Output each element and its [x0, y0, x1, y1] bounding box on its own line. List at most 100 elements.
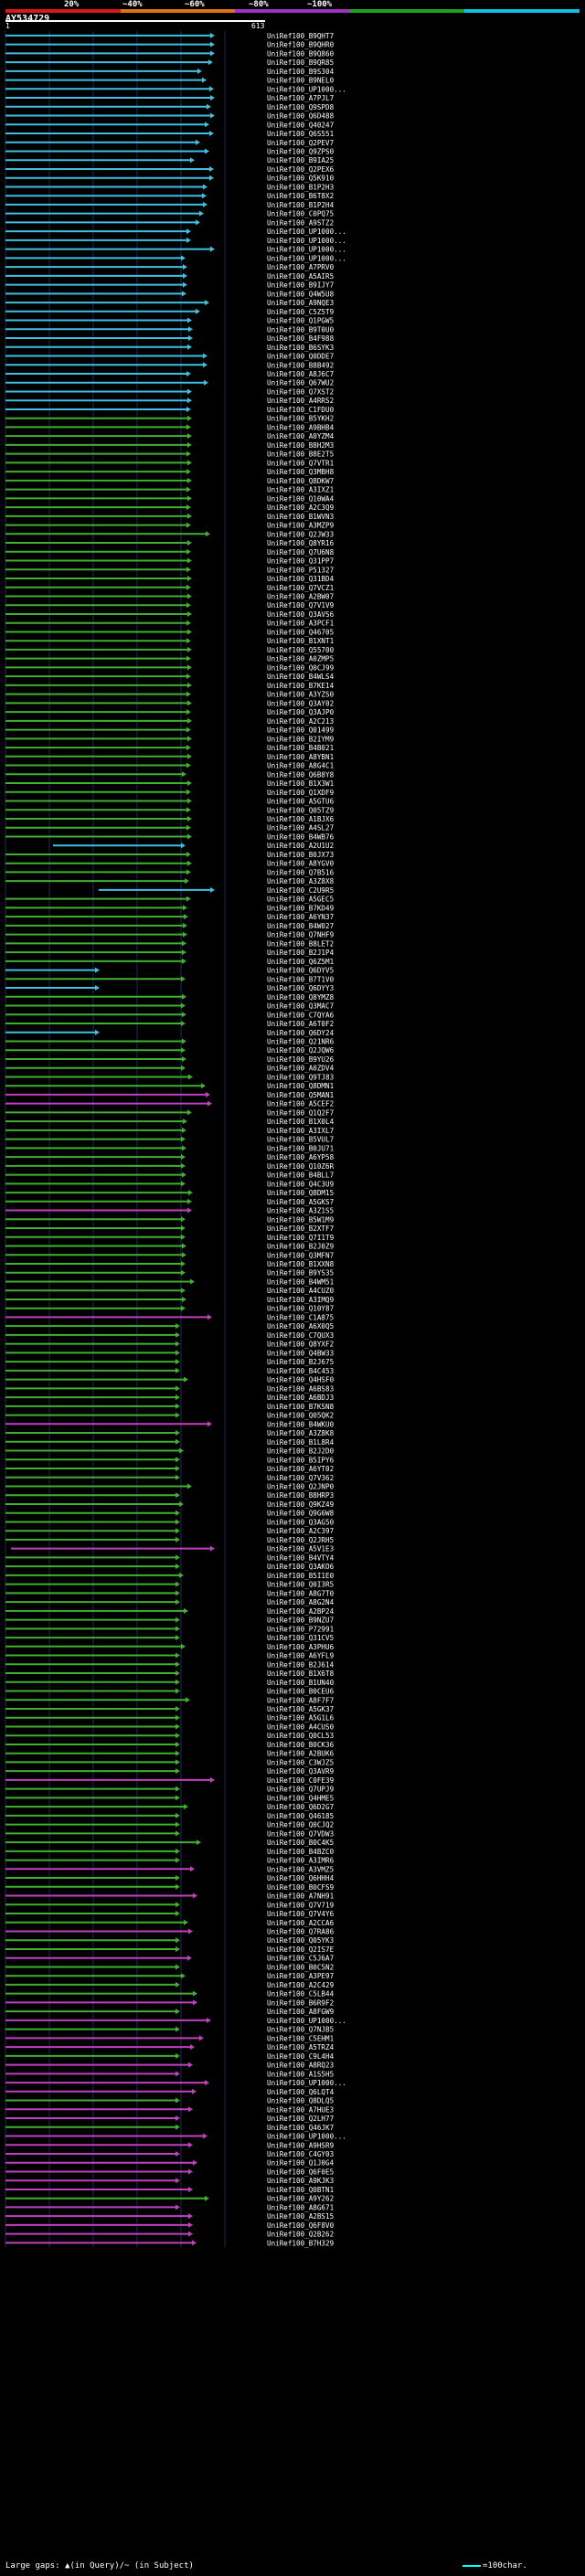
- hit-label[interactable]: UniRef100_B4WLS4: [267, 673, 335, 681]
- hit-label[interactable]: UniRef100_Q3MBH8: [267, 468, 335, 476]
- hit-label[interactable]: UniRef100_Q0CJQ2: [267, 1821, 334, 1829]
- hit-label[interactable]: UniRef100_Q7VCZ1: [267, 584, 335, 592]
- hit-label[interactable]: UniRef100_Q10Z6R: [267, 1162, 335, 1171]
- hit-label[interactable]: UniRef100_Q6D2G7: [267, 1803, 334, 1811]
- hit-label[interactable]: UniRef100_A5V1E3: [267, 1545, 334, 1553]
- hit-label[interactable]: UniRef100_B1L8R4: [267, 1438, 335, 1447]
- hit-label[interactable]: UniRef100_A4CUZ0: [267, 1287, 335, 1295]
- hit-label[interactable]: UniRef100_Q7V4Y6: [267, 1910, 335, 1918]
- hit-label[interactable]: UniRef100_B4BZC0: [267, 1848, 335, 1856]
- hit-label[interactable]: UniRef100_B2J1P4: [267, 949, 335, 957]
- hit-label[interactable]: UniRef100_Q7VDW3: [267, 1829, 334, 1838]
- hit-label[interactable]: UniRef100_Q7UPJ9: [267, 1786, 335, 1794]
- hit-label[interactable]: UniRef100_Q3AY02: [267, 699, 334, 707]
- hit-label[interactable]: UniRef100_Q8YMZ8: [267, 993, 335, 1002]
- hit-label[interactable]: UniRef100_A9BHB4: [267, 423, 335, 431]
- hit-label[interactable]: UniRef100_B0CEU6: [267, 1688, 335, 1696]
- hit-label[interactable]: UniRef100_Q2PEV7: [267, 139, 334, 147]
- hit-label[interactable]: UniRef100_Q6B8Y8: [267, 770, 335, 779]
- hit-label[interactable]: UniRef100_B7H329: [267, 2239, 335, 2247]
- hit-label[interactable]: UniRef100_Q0CL53: [267, 1732, 334, 1740]
- hit-label[interactable]: UniRef100_A8YGV0: [267, 860, 335, 868]
- hit-label[interactable]: UniRef100_Q7I1T9: [267, 1234, 335, 1242]
- hit-label[interactable]: UniRef100_Q7U6N8: [267, 548, 335, 557]
- hit-label[interactable]: UniRef100_Q4HME5: [267, 1794, 334, 1802]
- hit-label[interactable]: UniRef100_Q7VTR1: [267, 459, 335, 467]
- hit-label[interactable]: UniRef100_B2J675: [267, 1358, 334, 1366]
- hit-label[interactable]: UniRef100_B9NZU7: [267, 1617, 334, 1625]
- hit-label[interactable]: UniRef100_B9T0U0: [267, 325, 335, 334]
- hit-label[interactable]: UniRef100_Q3MAC7: [267, 1002, 334, 1011]
- hit-label[interactable]: UniRef100_Q05YK3: [267, 1936, 334, 1945]
- hit-label[interactable]: UniRef100_B5I1E0: [267, 1572, 335, 1580]
- hit-label[interactable]: UniRef100_A5GEC5: [267, 896, 334, 904]
- hit-label[interactable]: UniRef100_A6BS83: [267, 1384, 334, 1393]
- hit-label[interactable]: UniRef100_Q31CV5: [267, 1634, 334, 1642]
- hit-label[interactable]: UniRef100_A8J6C7: [267, 370, 334, 378]
- hit-label[interactable]: UniRef100_Q7B516: [267, 868, 335, 876]
- hit-label[interactable]: UniRef100_B7KD49: [267, 904, 335, 912]
- hit-label[interactable]: UniRef100_A9STZ2: [267, 218, 334, 227]
- hit-label[interactable]: UniRef100_A7PRV0: [267, 263, 335, 271]
- hit-label[interactable]: UniRef100_B9Q860: [267, 49, 335, 58]
- hit-label[interactable]: UniRef100_B9IJY7: [267, 281, 334, 290]
- hit-label[interactable]: UniRef100_Q6Z5M1: [267, 958, 335, 966]
- hit-label[interactable]: UniRef100_B9QR85: [267, 58, 334, 67]
- hit-label[interactable]: UniRef100_B9QHT7: [267, 32, 334, 40]
- hit-label[interactable]: UniRef100_A2BP24: [267, 1607, 335, 1616]
- hit-label[interactable]: UniRef100_A2C3Q9: [267, 504, 335, 512]
- hit-label[interactable]: UniRef100_A8G7T0: [267, 1589, 335, 1597]
- hit-label[interactable]: UniRef100_UP1000...: [267, 85, 346, 93]
- hit-label[interactable]: UniRef100_Q6DYV5: [267, 967, 334, 975]
- hit-label[interactable]: UniRef100_Q6DYY3: [267, 984, 334, 992]
- hit-label[interactable]: UniRef100_B1X3W1: [267, 779, 335, 788]
- hit-label[interactable]: UniRef100_A1S5H5: [267, 2070, 334, 2078]
- hit-label[interactable]: UniRef100_B8HRP3: [267, 1491, 334, 1500]
- hit-label[interactable]: UniRef100_Q9SPD8: [267, 103, 335, 111]
- hit-label[interactable]: UniRef100_Q8DMN1: [267, 1082, 335, 1090]
- hit-label[interactable]: UniRef100_B7KE14: [267, 682, 335, 690]
- hit-label[interactable]: UniRef100_A7HUE3: [267, 2105, 334, 2114]
- hit-label[interactable]: UniRef100_Q9KZ49: [267, 1500, 335, 1509]
- hit-label[interactable]: UniRef100_Q3AVR9: [267, 1767, 335, 1776]
- hit-label[interactable]: UniRef100_C3WJZ5: [267, 1758, 334, 1766]
- hit-label[interactable]: UniRef100_B0JU71: [267, 1144, 335, 1152]
- hit-label[interactable]: UniRef100_Q6S551: [267, 130, 335, 138]
- hit-label[interactable]: UniRef100_Q1PGW5: [267, 317, 334, 325]
- hit-label[interactable]: UniRef100_Q46JK7: [267, 2124, 334, 2132]
- hit-label[interactable]: UniRef100_B9YS35: [267, 1269, 334, 1277]
- hit-label[interactable]: UniRef100_A6BDJ3: [267, 1394, 334, 1402]
- hit-label[interactable]: UniRef100_A7PJL7: [267, 94, 334, 102]
- hit-label[interactable]: UniRef100_Q21NR6: [267, 1037, 335, 1045]
- hit-label[interactable]: UniRef100_A3IXL7: [267, 1127, 334, 1135]
- hit-label[interactable]: UniRef100_Q2LH77: [267, 2115, 334, 2123]
- hit-label[interactable]: UniRef100_B4WM51: [267, 1277, 335, 1286]
- hit-label[interactable]: UniRef100_A3IXZ1: [267, 486, 335, 494]
- hit-label[interactable]: UniRef100_Q10WA4: [267, 494, 335, 503]
- hit-label[interactable]: UniRef100_A0ZMP5: [267, 655, 334, 663]
- hit-label[interactable]: UniRef100_A6YP58: [267, 1153, 335, 1161]
- hit-label[interactable]: UniRef100_B5VUL7: [267, 1136, 334, 1144]
- hit-label[interactable]: UniRef100_B1XXN8: [267, 1260, 335, 1268]
- hit-label[interactable]: UniRef100_Q6LQT4: [267, 2088, 335, 2096]
- hit-label[interactable]: UniRef100_B9NEL0: [267, 77, 335, 85]
- hit-label[interactable]: UniRef100_P72991: [267, 1625, 335, 1633]
- hit-label[interactable]: UniRef100_Q6F0E5: [267, 2168, 334, 2176]
- hit-label[interactable]: UniRef100_A3PCF1: [267, 620, 335, 628]
- hit-label[interactable]: UniRef100_Q4BW33: [267, 1349, 334, 1357]
- hit-label[interactable]: UniRef100_Q5MAN1: [267, 1091, 335, 1099]
- hit-label[interactable]: UniRef100_Q1J0G4: [267, 2159, 335, 2168]
- hit-label[interactable]: UniRef100_B9IA25: [267, 156, 334, 164]
- hit-label[interactable]: UniRef100_UP1000...: [267, 254, 346, 262]
- hit-label[interactable]: UniRef100_C4GY03: [267, 2150, 334, 2158]
- hit-label[interactable]: UniRef100_Q2B262: [267, 2231, 334, 2239]
- hit-label[interactable]: UniRef100_B1P2H3: [267, 183, 334, 191]
- hit-label[interactable]: UniRef100_C7QUX3: [267, 1331, 334, 1340]
- hit-label[interactable]: UniRef100_Q6DY24: [267, 1029, 335, 1037]
- hit-label[interactable]: UniRef100_A5CEF2: [267, 1100, 334, 1108]
- hit-label[interactable]: UniRef100_B6SYK3: [267, 344, 334, 352]
- hit-label[interactable]: UniRef100_Q8YR16: [267, 539, 335, 547]
- hit-label[interactable]: UniRef100_Q3AKO6: [267, 1563, 335, 1571]
- hit-label[interactable]: UniRef100_Q0DDE7: [267, 353, 334, 361]
- hit-label[interactable]: UniRef100_UP1000...: [267, 237, 346, 245]
